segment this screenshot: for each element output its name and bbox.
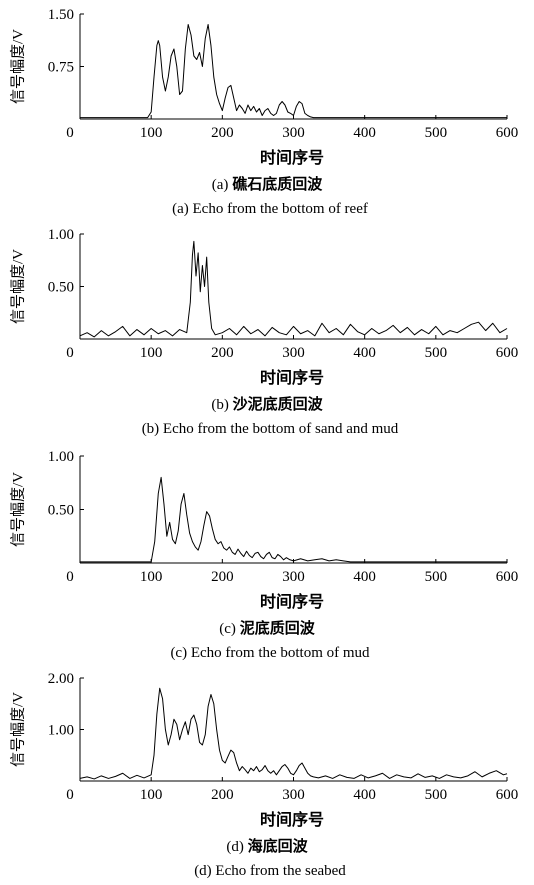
caption-en: (b) Echo from the bottom of sand and mud	[142, 421, 399, 437]
chart-panel-1: 0 100 200 300 400 500 600 0.75 1.50 信号幅度/V 时间序号 (a)…	[9, 7, 518, 217]
y-tick-label: 1.00	[48, 227, 74, 243]
x-tick-label: 300	[282, 787, 305, 803]
x-tick-label: 0	[66, 345, 74, 361]
x-axis-label: 时间序号	[260, 148, 324, 167]
chart-panel-3: 0 100 200 300 400 500 600 0.50 1.00 信号幅度/V 时间序号 (c)…	[9, 449, 518, 661]
x-tick-label: 600	[496, 569, 519, 585]
caption-prefix: (a)	[212, 177, 232, 193]
x-tick-label: 500	[425, 125, 448, 141]
y-tick-label: 1.00	[48, 449, 74, 465]
x-tick-label: 500	[425, 569, 448, 585]
y-axis-label: 信号幅度/V	[9, 692, 26, 767]
series-line-1	[79, 687, 508, 780]
x-tick-label: 100	[140, 345, 163, 361]
caption-en: (c) Echo from the bottom of mud	[170, 645, 370, 661]
x-tick-label: 300	[282, 345, 305, 361]
y-tick-label: 2.00	[48, 671, 74, 687]
x-tick-label: 200	[211, 125, 234, 141]
caption-cn: (b) 沙泥底质回波	[211, 395, 323, 413]
caption-prefix: (c)	[219, 621, 239, 637]
caption-cn-text: 沙泥底质回波	[233, 395, 324, 413]
x-axis-label: 时间序号	[260, 368, 324, 387]
x-tick-label: 200	[211, 569, 234, 585]
x-tick-label: 500	[425, 787, 448, 803]
y-tick-label: 0.75	[48, 60, 74, 76]
x-tick-label: 600	[496, 125, 519, 141]
y-tick-label: 1.50	[48, 7, 74, 23]
x-tick-label: 100	[140, 125, 163, 141]
y-axis-label: 信号幅度/V	[9, 472, 26, 547]
y-axis-label: 信号幅度/V	[9, 249, 26, 324]
caption-cn-text: 泥底质回波	[240, 619, 316, 637]
x-tick-label: 400	[353, 345, 376, 361]
x-tick-label: 600	[496, 345, 519, 361]
series-line-1	[79, 240, 508, 338]
caption-prefix: (d)	[226, 839, 247, 855]
x-tick-label: 0	[66, 569, 74, 585]
x-tick-label: 100	[140, 787, 163, 803]
y-tick-label: 0.50	[48, 280, 74, 296]
caption-cn: (c) 泥底质回波	[219, 619, 315, 637]
x-tick-label: 400	[353, 787, 376, 803]
x-tick-label: 300	[282, 125, 305, 141]
caption-cn: (a) 礁石底质回波	[212, 175, 323, 193]
x-tick-label: 0	[66, 787, 74, 803]
x-tick-label: 200	[211, 345, 234, 361]
x-tick-label: 0	[66, 125, 74, 141]
x-axis-label: 时间序号	[260, 810, 324, 829]
caption-en: (a) Echo from the bottom of reef	[172, 201, 368, 217]
y-tick-label: 0.50	[48, 503, 74, 519]
y-tick-label: 1.00	[48, 723, 74, 739]
x-tick-label: 200	[211, 787, 234, 803]
chart-panel-4: 0 100 200 300 400 500 600 1.00 2.00 信号幅度/V 时间序号 (d)…	[9, 671, 518, 879]
x-tick-label: 400	[353, 125, 376, 141]
chart-panel-2: 0 100 200 300 400 500 600 0.50 1.00 信号幅度/V 时间序号 (b)…	[9, 227, 518, 437]
caption-cn: (d) 海底回波	[226, 837, 308, 855]
series-line-1	[80, 476, 507, 563]
y-axis-label: 信号幅度/V	[9, 29, 26, 104]
x-tick-label: 300	[282, 569, 305, 585]
caption-cn-text: 海底回波	[248, 837, 309, 855]
x-tick-label: 600	[496, 787, 519, 803]
series-line-1	[80, 24, 507, 119]
caption-en: (d) Echo from the seabed	[194, 863, 346, 879]
caption-prefix: (b)	[211, 397, 232, 413]
x-tick-label: 400	[353, 569, 376, 585]
x-tick-label: 100	[140, 569, 163, 585]
x-tick-label: 500	[425, 345, 448, 361]
caption-cn-text: 礁石底质回波	[232, 175, 323, 193]
x-axis-label: 时间序号	[260, 592, 324, 611]
